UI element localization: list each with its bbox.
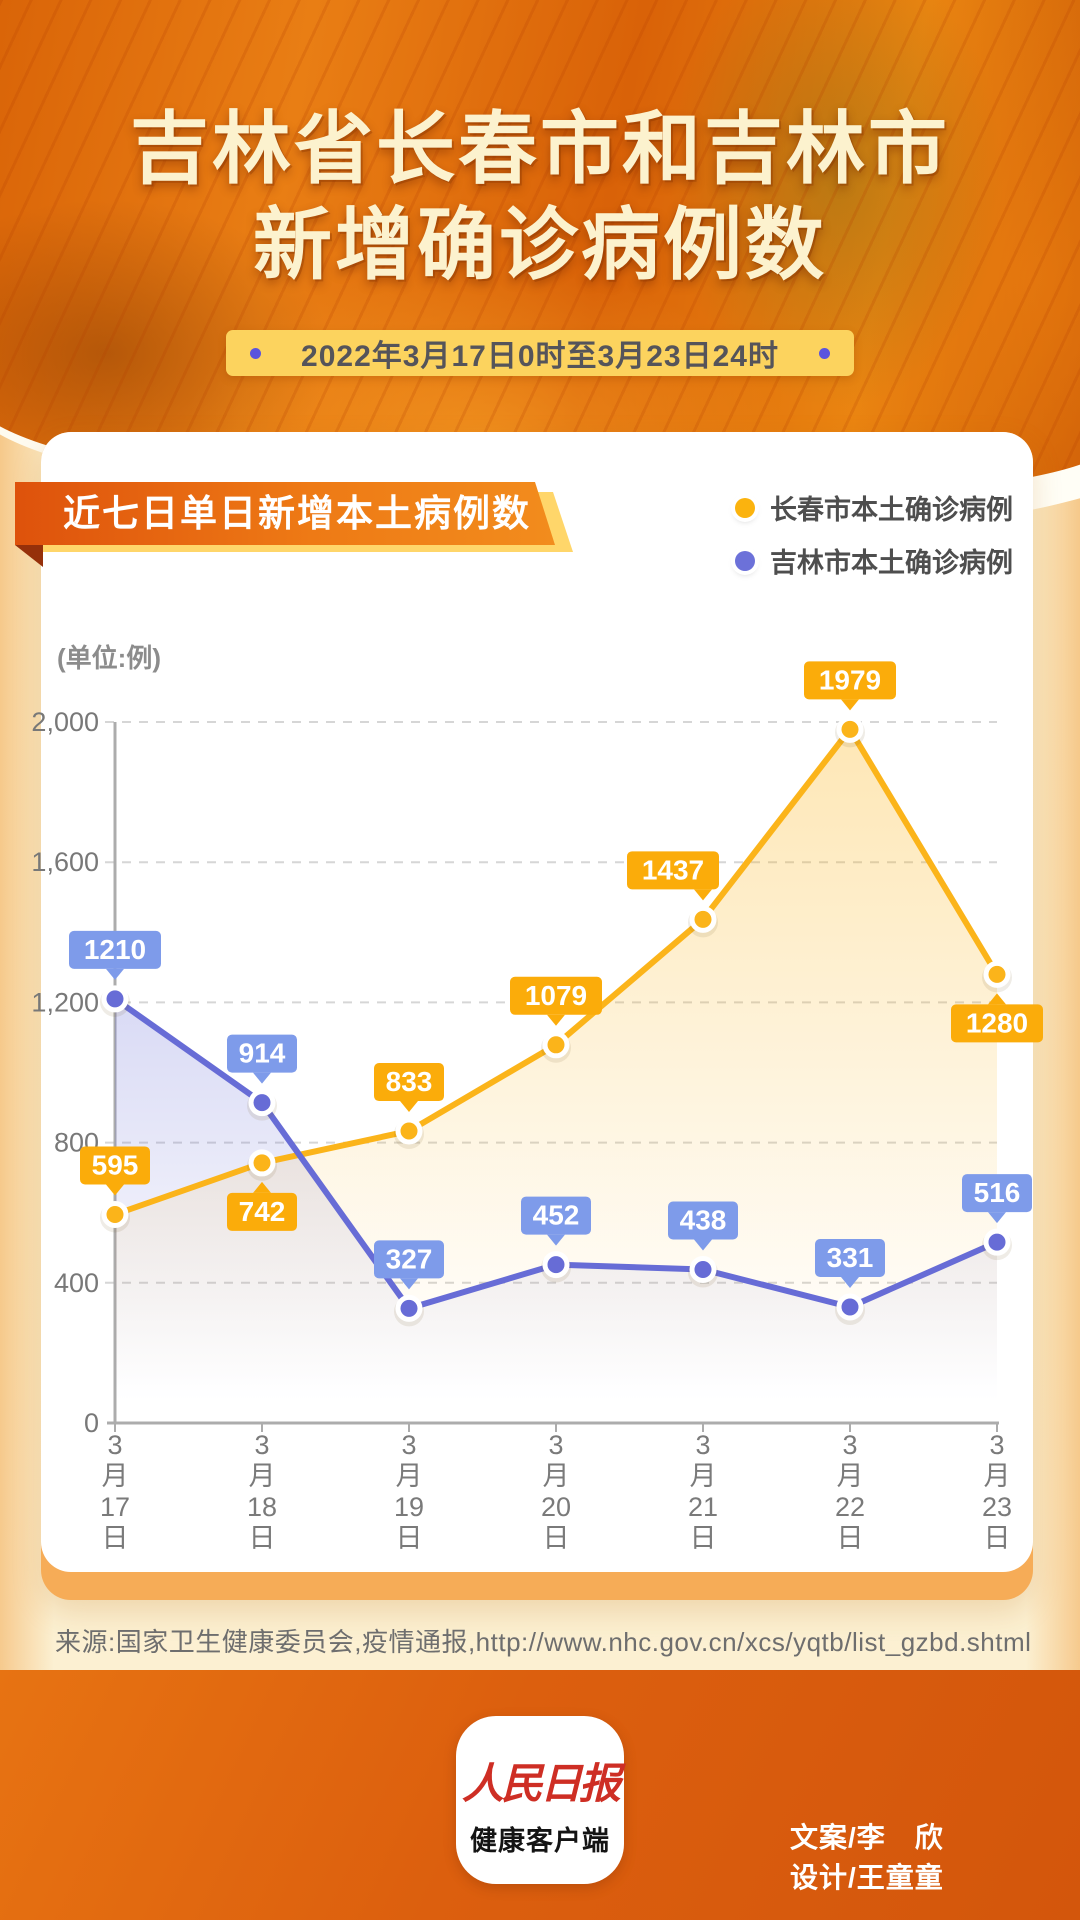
svg-text:1437: 1437 [642, 854, 704, 885]
legend-dot-yellow-icon [735, 497, 755, 518]
svg-text:833: 833 [386, 1066, 433, 1097]
chart-card-base: 近七日单日新增本土病例数 长春市本土确诊病例 吉林市本土确诊病例 (单位:例) … [15, 432, 1043, 1600]
date-range-text: 2022年3月17日0时至3月23日24时 [301, 340, 779, 373]
chart-legend: 长春市本土确诊病例 吉林市本土确诊病例 [735, 488, 1013, 594]
legend-dot-blue-icon [735, 550, 755, 571]
credits: 文案/李 欣 设计/王童童 [790, 1818, 944, 1898]
svg-text:0: 0 [84, 1408, 99, 1438]
svg-text:742: 742 [239, 1196, 286, 1227]
svg-text:3月17日: 3 月 17 日 [100, 1430, 130, 1553]
banner-ribbon-fold [15, 545, 43, 567]
source-note: 来源:国家卫生健康委员会,疫情通报,http://www.nhc.gov.cn/… [55, 1627, 1032, 1657]
svg-text:452: 452 [533, 1200, 580, 1231]
svg-text:438: 438 [680, 1204, 727, 1235]
svg-text:3月23日: 3 月 23 日 [982, 1430, 1012, 1553]
banner-ribbon: 近七日单日新增本土病例数 [15, 482, 555, 545]
header: 吉林省长春市和吉林市 新增确诊病例数 2022年3月17日0时至3月23日24时 [0, 0, 1080, 505]
people-daily-health-logo: 人民日报 健康客户端 [456, 1716, 624, 1884]
svg-text:1079: 1079 [525, 980, 587, 1011]
svg-text:1979: 1979 [819, 664, 881, 695]
svg-text:2,000: 2,000 [31, 707, 99, 737]
bullet-dot-icon [819, 347, 830, 359]
legend-item-changchun: 长春市本土确诊病例 [735, 488, 1013, 527]
svg-text:595: 595 [92, 1149, 139, 1180]
svg-text:327: 327 [386, 1243, 433, 1274]
bullet-dot-icon [250, 347, 261, 359]
credit-designer: 设计/王童童 [790, 1862, 944, 1893]
svg-text:1210: 1210 [84, 934, 146, 965]
footer: 人民日报 健康客户端 文案/李 欣 设计/王童童 [0, 1670, 1080, 1920]
logo-subtitle: 健康客户端 [470, 1826, 610, 1856]
page-title-line2: 新增确诊病例数 [253, 200, 827, 289]
page-title-line1: 吉林省长春市和吉林市 [130, 104, 950, 193]
svg-text:400: 400 [54, 1268, 99, 1298]
credit-writer: 文案/李 欣 [790, 1822, 944, 1853]
legend-label: 长春市本土确诊病例 [770, 495, 1013, 525]
svg-text:331: 331 [827, 1242, 874, 1273]
svg-text:914: 914 [239, 1038, 286, 1069]
svg-text:1,600: 1,600 [31, 847, 99, 877]
svg-text:516: 516 [974, 1177, 1021, 1208]
unit-label: (单位:例) [57, 643, 161, 673]
date-range-badge: 2022年3月17日0时至3月23日24时 [226, 330, 854, 376]
logo-title: 人民日报 [461, 1759, 621, 1808]
svg-text:1280: 1280 [966, 1007, 1028, 1038]
legend-item-jilin: 吉林市本土确诊病例 [735, 541, 1013, 580]
svg-text:1,200: 1,200 [31, 987, 99, 1017]
chart-card: 近七日单日新增本土病例数 长春市本土确诊病例 吉林市本土确诊病例 (单位:例) … [15, 432, 1043, 1572]
legend-label: 吉林市本土确诊病例 [770, 548, 1013, 578]
